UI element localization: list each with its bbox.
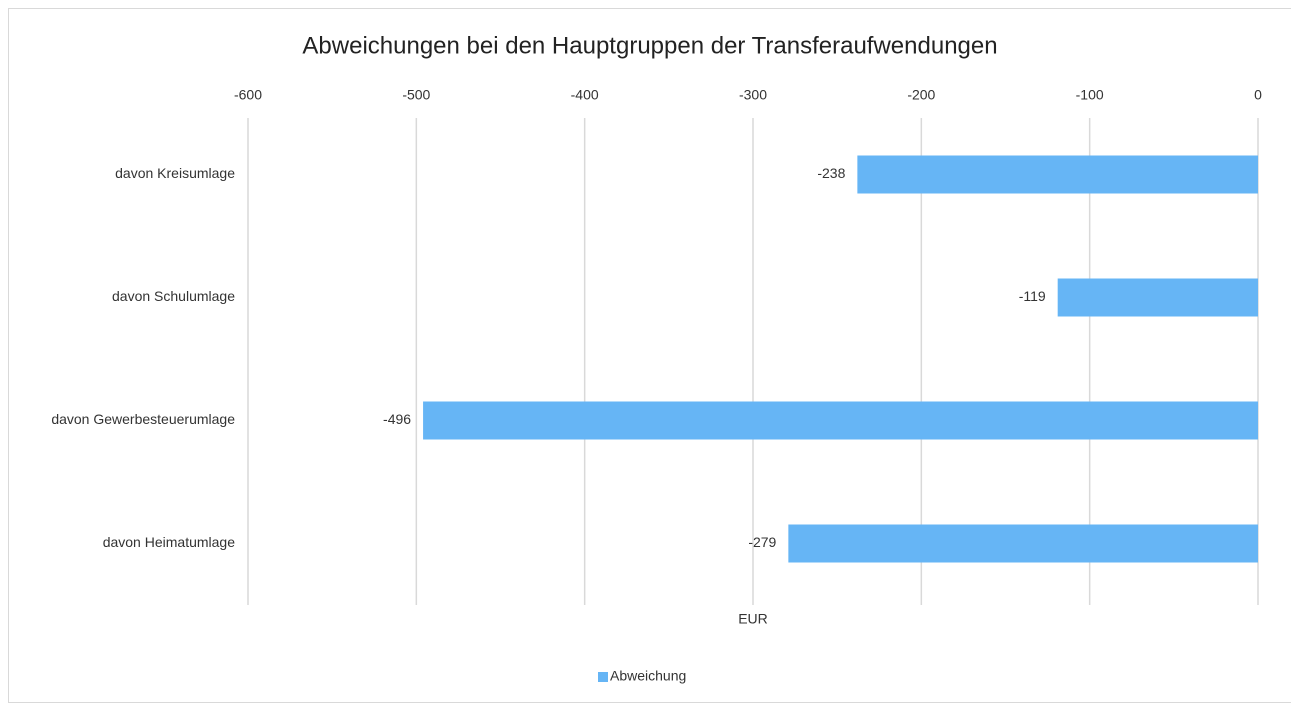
x-tick-label: -600 bbox=[234, 87, 262, 103]
x-tick-label: -400 bbox=[571, 87, 599, 103]
y-tick-label: davon Heimatumlage bbox=[103, 534, 236, 550]
x-tick-label: -300 bbox=[739, 87, 767, 103]
chart-title: Abweichungen bei den Hauptgruppen der Tr… bbox=[302, 32, 997, 59]
bar bbox=[788, 524, 1258, 563]
data-label: -279 bbox=[748, 534, 776, 550]
data-label: -496 bbox=[383, 411, 411, 427]
bar bbox=[1057, 278, 1258, 317]
x-tick-label: -200 bbox=[907, 87, 935, 103]
bar bbox=[423, 401, 1259, 440]
data-label: -238 bbox=[817, 165, 845, 181]
data-label: -119 bbox=[1019, 288, 1046, 304]
x-tick-label: 0 bbox=[1254, 87, 1262, 103]
legend-label: Abweichung bbox=[610, 668, 686, 684]
y-tick-label: davon Kreisumlage bbox=[115, 165, 235, 181]
y-tick-label: davon Gewerbesteuerumlage bbox=[51, 411, 235, 427]
legend-swatch bbox=[598, 672, 608, 682]
y-tick-label: davon Schulumlage bbox=[112, 288, 235, 304]
chart-border bbox=[8, 8, 1291, 703]
x-axis-label: EUR bbox=[738, 611, 768, 627]
x-tick-label: -100 bbox=[1076, 87, 1104, 103]
bar bbox=[857, 155, 1258, 194]
x-tick-label: -500 bbox=[402, 87, 430, 103]
